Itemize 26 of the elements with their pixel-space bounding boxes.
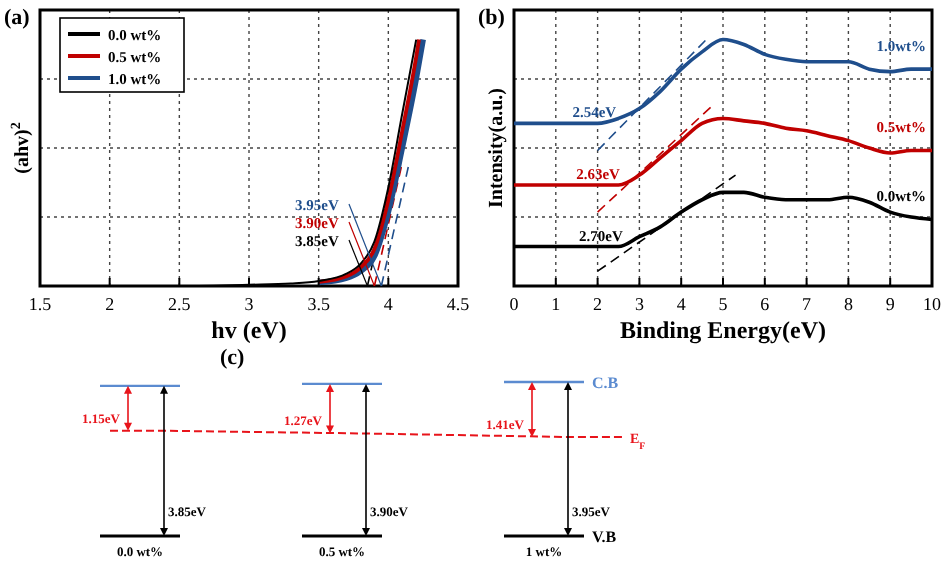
text: V.B — [592, 528, 618, 546]
y-axis-title: Intensity(a.u.) — [486, 87, 508, 209]
x-tick-label: 8 — [843, 294, 854, 314]
x-tick-label: 5 — [718, 294, 729, 314]
x-tick-label: 3 — [244, 294, 255, 314]
x-tick-label: 7 — [802, 294, 813, 314]
text: (c) — [220, 346, 246, 370]
x-axis-title: hv (eV) — [211, 316, 287, 344]
x-tick-label: 6 — [760, 294, 771, 314]
x-tick-label: 4.5 — [446, 294, 471, 314]
x-axis-title: Binding Energy(eV) — [619, 316, 827, 344]
x-tick-label: 1 — [551, 294, 561, 314]
x-tick-label: 4 — [383, 294, 394, 314]
x-tick-label: 10 — [923, 294, 942, 314]
x-tick-label: 1.5 — [28, 294, 53, 314]
x-tick-label: 9 — [885, 294, 896, 314]
chart-title: (a) — [4, 6, 31, 30]
x-tick-label: 3 — [634, 294, 645, 314]
x-tick-label: 4 — [676, 294, 687, 314]
x-tick-label: 0 — [509, 294, 520, 314]
x-tick-label: 2 — [105, 294, 115, 314]
x-tick-label: 2 — [593, 294, 603, 314]
x-tick-label: 2.5 — [168, 294, 192, 314]
x-tick-label: 3.5 — [307, 294, 331, 314]
text: C.B — [592, 373, 620, 392]
chart-title: (b) — [478, 6, 506, 30]
